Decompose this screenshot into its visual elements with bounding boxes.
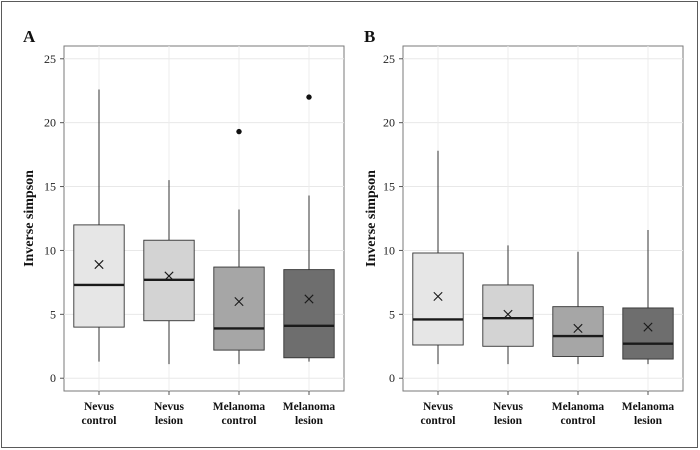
box-3 [283,94,335,362]
x-tick-label: Melanoma [213,401,266,413]
y-tick-label: 20 [383,116,395,130]
x-tick-label: control [561,415,596,427]
box-iqr [482,284,534,347]
panel-b: 0 5 10 15 20 25 Inverse simpson B Nevus control Ne… [364,27,684,427]
x-tick-label: control [82,415,117,427]
box-iqr [73,224,125,328]
box-2 [213,128,265,365]
outlier-point [306,94,312,100]
box-1 [143,180,195,365]
y-tick-label: 20 [44,116,56,130]
x-tick-label: lesion [295,415,324,427]
x-tick-label: Melanoma [622,401,675,413]
y-tick-label: 5 [389,307,395,321]
box-3 [622,230,674,365]
box-0 [73,89,125,362]
mean-marker [503,309,513,319]
x-tick-label: Nevus [154,401,185,413]
x-tick-label: lesion [155,415,184,427]
box-iqr [552,306,604,357]
y-axis-label: Inverse simpson [22,170,37,267]
y-tick-label: 10 [44,243,56,257]
y-tick-label: 25 [383,52,395,66]
mean-marker [164,271,174,281]
mean-marker [234,296,244,307]
panel-a: 0 5 10 15 20 25 Inverse simpson A Nevus control Ne… [22,27,345,427]
panel-letter: A [23,27,36,46]
box-2 [552,251,604,365]
x-tick-label: Melanoma [552,401,605,413]
outlier-point [236,128,242,135]
mean-marker [573,323,583,333]
y-axis-label: Inverse simpson [364,170,379,267]
x-tick-label: Nevus [493,401,524,413]
box-iqr [213,266,265,351]
y-tick-label: 15 [383,180,395,194]
box-0 [412,150,464,365]
x-tick-label: lesion [494,415,523,427]
x-tick-label: Nevus [84,401,115,413]
mean-marker [304,294,314,304]
y-tick-label: 10 [383,243,395,257]
mean-marker [433,291,443,302]
x-tick-label: Nevus [423,401,454,413]
mean-marker [643,322,653,332]
box-iqr [622,307,674,360]
y-tick-label: 25 [44,52,56,66]
box-1 [482,245,534,365]
x-tick-label: control [421,415,456,427]
y-tick-label: 0 [50,371,56,385]
box-iqr [283,269,335,359]
box-iqr [412,252,464,346]
y-tick-label: 15 [44,180,56,194]
mean-marker [94,259,104,270]
y-tick-label: 5 [50,307,56,321]
panel-letter: B [364,27,375,46]
x-tick-label: Melanoma [283,401,336,413]
x-tick-label: control [222,415,257,427]
x-tick-label: lesion [634,415,663,427]
y-tick-label: 0 [389,371,395,385]
